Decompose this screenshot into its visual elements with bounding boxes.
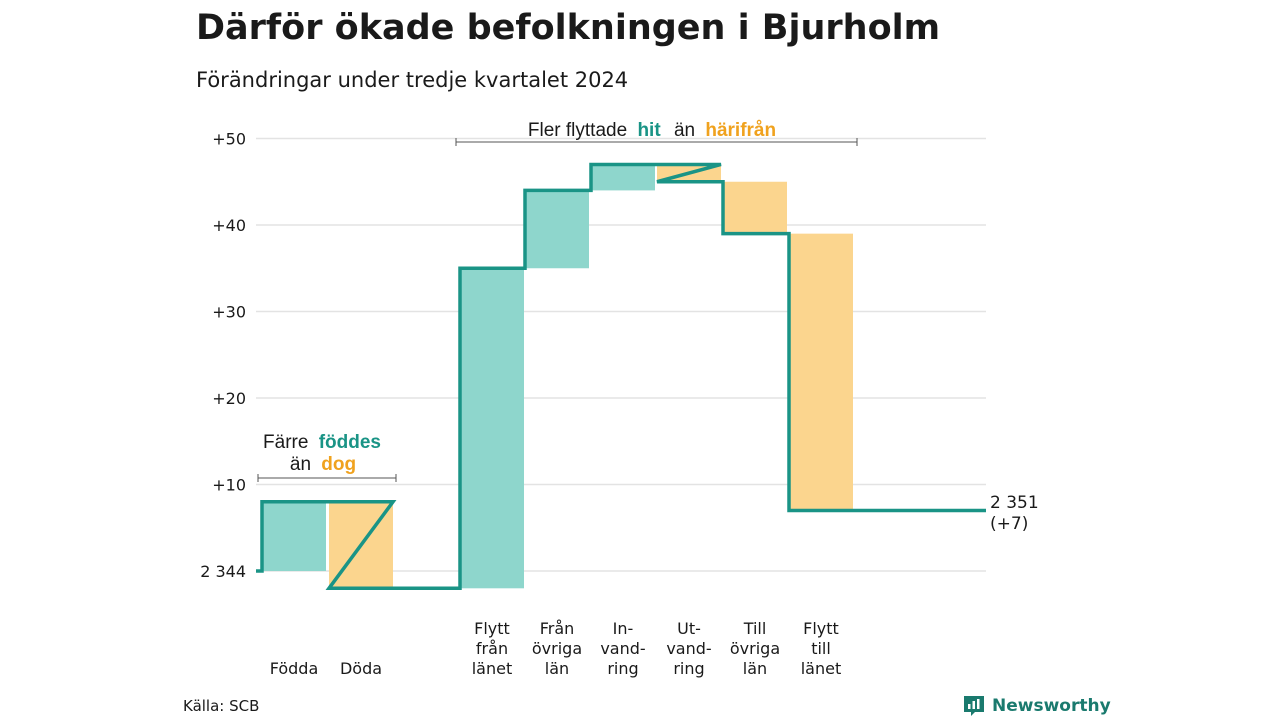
y-tick-label: +50 [212, 130, 246, 149]
x-tick-label: Från [540, 619, 575, 638]
x-tick-label: län [545, 659, 569, 678]
end-value-line2: (+7) [990, 514, 1028, 534]
x-tick-label: Till [743, 619, 767, 638]
chart-subtitle: Förändringar under tredje kvartalet 2024 [196, 68, 629, 92]
bar-increase [525, 190, 589, 269]
source-note: Källa: SCB [183, 697, 260, 715]
births-annotation-emphasis: föddes [319, 432, 381, 453]
running-total-line [256, 162, 986, 591]
x-tick-label: vand- [600, 639, 645, 658]
end-value-label: 2 351 (+7) [990, 493, 1039, 534]
x-tick-label: övriga [730, 639, 780, 658]
births-annotation-line2: än dog [290, 454, 356, 475]
births-annotation-line2-prefix: än [290, 454, 311, 475]
x-tick-label: till [811, 639, 831, 658]
bar-increase [460, 268, 524, 589]
bar-decrease [723, 181, 787, 234]
x-tick-label: övriga [532, 639, 582, 658]
migration-annotation-harifran: härifrån [705, 120, 776, 141]
x-tick-label: Flytt [474, 619, 510, 638]
step-line-layer [256, 162, 986, 591]
bar-increase [591, 164, 655, 191]
x-tick-label: ring [607, 659, 638, 678]
bars [262, 164, 853, 589]
x-tick-label: länet [472, 659, 513, 678]
births-annotation-line2-emphasis: dog [321, 454, 356, 475]
x-tick-label: län [743, 659, 767, 678]
y-tick-label: +40 [212, 216, 246, 235]
bar-increase [262, 501, 326, 571]
x-tick-label: från [476, 639, 508, 658]
chart-title: Därför ökade befolkningen i Bjurholm [196, 8, 941, 48]
x-tick-label: Döda [340, 659, 382, 678]
y-tick-label: +30 [212, 303, 246, 322]
migration-annotation-prefix: Fler flyttade [528, 120, 627, 141]
births-annotation-prefix: Färre [263, 432, 308, 453]
y-tick-label: +10 [212, 476, 246, 495]
x-tick-label: Ut- [677, 619, 701, 638]
end-value-line1: 2 351 [990, 493, 1039, 513]
annotations: Färre föddes än dog Fler flyttade hit än… [257, 120, 858, 482]
x-tick-label: In- [613, 619, 634, 638]
migration-annotation-middle: än [674, 120, 695, 141]
migration-annotation: Fler flyttade hit än härifrån [528, 120, 776, 141]
y-tick-label: 2 344 [200, 562, 246, 581]
x-tick-label: vand- [666, 639, 711, 658]
x-axis-labels: Födda DödaFlyttfrånlänetFrånövrigalänIn-v… [270, 619, 842, 678]
births-annotation-line1: Färre föddes [263, 432, 381, 453]
brand-logo[interactable]: Newsworthy [962, 694, 1111, 718]
y-axis-ticks: 2 344 +10 +20 +30 +40 +50 [200, 130, 246, 582]
y-tick-label: +20 [212, 389, 246, 408]
newsworthy-logo-icon [964, 696, 984, 716]
brand-name: Newsworthy [992, 696, 1111, 716]
x-tick-label: Flytt [803, 619, 839, 638]
x-tick-label: Födda [270, 659, 319, 678]
bar-decrease [789, 233, 853, 511]
x-tick-label: länet [801, 659, 842, 678]
x-tick-label: ring [673, 659, 704, 678]
migration-annotation-hit: hit [637, 120, 661, 141]
